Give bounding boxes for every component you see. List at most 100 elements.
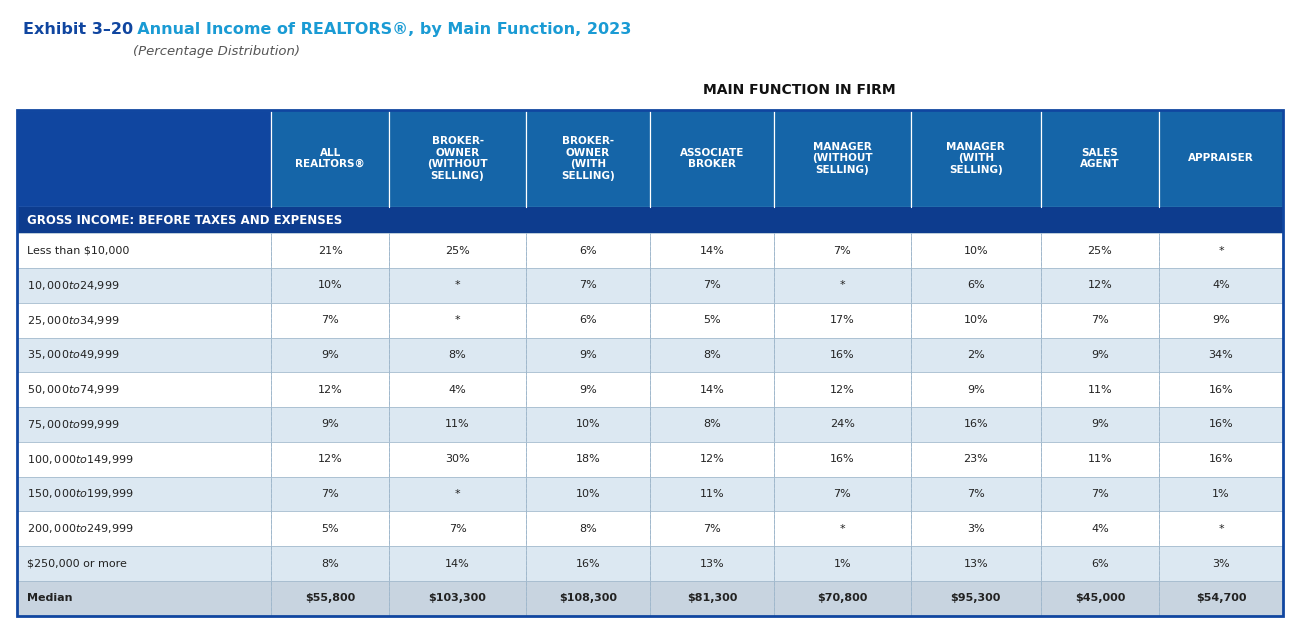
Bar — [650, 268, 774, 303]
Text: $55,800: $55,800 — [306, 593, 355, 603]
Text: 13%: 13% — [699, 559, 724, 569]
Text: *: * — [840, 280, 845, 290]
Text: 8%: 8% — [703, 350, 722, 360]
Bar — [774, 546, 911, 581]
Text: 5%: 5% — [703, 315, 722, 325]
Bar — [911, 442, 1041, 477]
Text: 9%: 9% — [1091, 350, 1109, 360]
Bar — [911, 581, 1041, 616]
Text: 11%: 11% — [446, 419, 469, 429]
Text: *: * — [1218, 246, 1223, 256]
Bar — [526, 512, 650, 546]
Text: 13%: 13% — [963, 559, 988, 569]
Bar — [774, 110, 911, 207]
Text: $35,000 to $49,999: $35,000 to $49,999 — [27, 349, 120, 361]
Bar — [272, 477, 389, 512]
Bar — [1041, 268, 1160, 303]
Bar — [272, 407, 389, 442]
Text: ASSOCIATE
BROKER: ASSOCIATE BROKER — [680, 147, 745, 169]
Bar — [650, 512, 774, 546]
Bar — [774, 407, 911, 442]
Bar — [272, 233, 389, 268]
Bar — [650, 477, 774, 512]
Bar — [774, 442, 911, 477]
Bar — [650, 110, 774, 207]
Text: 8%: 8% — [578, 524, 597, 534]
Bar — [526, 407, 650, 442]
Text: 16%: 16% — [1209, 454, 1234, 464]
Bar — [774, 512, 911, 546]
Bar — [1160, 442, 1283, 477]
Text: 7%: 7% — [703, 524, 722, 534]
Bar — [1041, 477, 1160, 512]
Bar — [17, 303, 272, 337]
Bar — [650, 407, 774, 442]
Text: 9%: 9% — [1091, 419, 1109, 429]
Bar — [17, 477, 272, 512]
Bar — [1160, 337, 1283, 372]
Text: 7%: 7% — [1091, 315, 1109, 325]
Bar — [1041, 546, 1160, 581]
Text: 7%: 7% — [703, 280, 722, 290]
Bar — [526, 268, 650, 303]
Text: 25%: 25% — [1088, 246, 1113, 256]
Text: 18%: 18% — [576, 454, 601, 464]
Bar — [526, 546, 650, 581]
Bar — [17, 268, 272, 303]
Text: $70,800: $70,800 — [818, 593, 867, 603]
Bar — [17, 207, 1283, 233]
Text: 11%: 11% — [699, 489, 724, 499]
Bar — [272, 546, 389, 581]
Text: 10%: 10% — [963, 315, 988, 325]
Bar — [1041, 233, 1160, 268]
Text: 9%: 9% — [578, 385, 597, 394]
Text: 6%: 6% — [578, 315, 597, 325]
Bar — [1160, 303, 1283, 337]
Text: $50,000 to $74,999: $50,000 to $74,999 — [27, 383, 120, 396]
Text: $100,000 to $149,999: $100,000 to $149,999 — [27, 453, 134, 466]
Text: *: * — [455, 489, 460, 499]
Bar — [911, 407, 1041, 442]
Bar — [389, 372, 526, 407]
Bar — [1041, 442, 1160, 477]
Text: 10%: 10% — [576, 489, 601, 499]
Text: 17%: 17% — [829, 315, 855, 325]
Text: 8%: 8% — [448, 350, 467, 360]
Bar — [526, 442, 650, 477]
Text: BROKER-
OWNER
(WITH
SELLING): BROKER- OWNER (WITH SELLING) — [562, 136, 615, 181]
Bar — [272, 442, 389, 477]
Bar — [17, 581, 272, 616]
Text: 2%: 2% — [967, 350, 984, 360]
Bar — [272, 110, 389, 207]
Bar — [17, 337, 272, 372]
Bar — [389, 442, 526, 477]
Text: 21%: 21% — [318, 246, 343, 256]
Bar — [774, 268, 911, 303]
Bar — [1041, 372, 1160, 407]
Text: $25,000 to $34,999: $25,000 to $34,999 — [27, 314, 120, 327]
Bar — [911, 337, 1041, 372]
Text: 34%: 34% — [1209, 350, 1234, 360]
Bar — [526, 110, 650, 207]
Text: ALL
REALTORS®: ALL REALTORS® — [295, 147, 365, 169]
Text: MANAGER
(WITH
SELLING): MANAGER (WITH SELLING) — [946, 142, 1005, 175]
Bar — [389, 268, 526, 303]
Bar — [650, 337, 774, 372]
Text: 23%: 23% — [963, 454, 988, 464]
Text: 1%: 1% — [1212, 489, 1230, 499]
Text: 16%: 16% — [831, 454, 854, 464]
Text: 16%: 16% — [963, 419, 988, 429]
Text: Less than $10,000: Less than $10,000 — [27, 246, 130, 256]
Text: 7%: 7% — [833, 246, 852, 256]
Bar — [272, 372, 389, 407]
Text: 3%: 3% — [1212, 559, 1230, 569]
Text: $200,000 to $249,999: $200,000 to $249,999 — [27, 522, 134, 535]
Bar — [17, 407, 272, 442]
Bar — [526, 337, 650, 372]
Bar — [389, 233, 526, 268]
Bar — [17, 233, 272, 268]
Text: BROKER-
OWNER
(WITHOUT
SELLING): BROKER- OWNER (WITHOUT SELLING) — [428, 136, 488, 181]
Bar — [1041, 407, 1160, 442]
Text: 10%: 10% — [576, 419, 601, 429]
Bar — [774, 372, 911, 407]
